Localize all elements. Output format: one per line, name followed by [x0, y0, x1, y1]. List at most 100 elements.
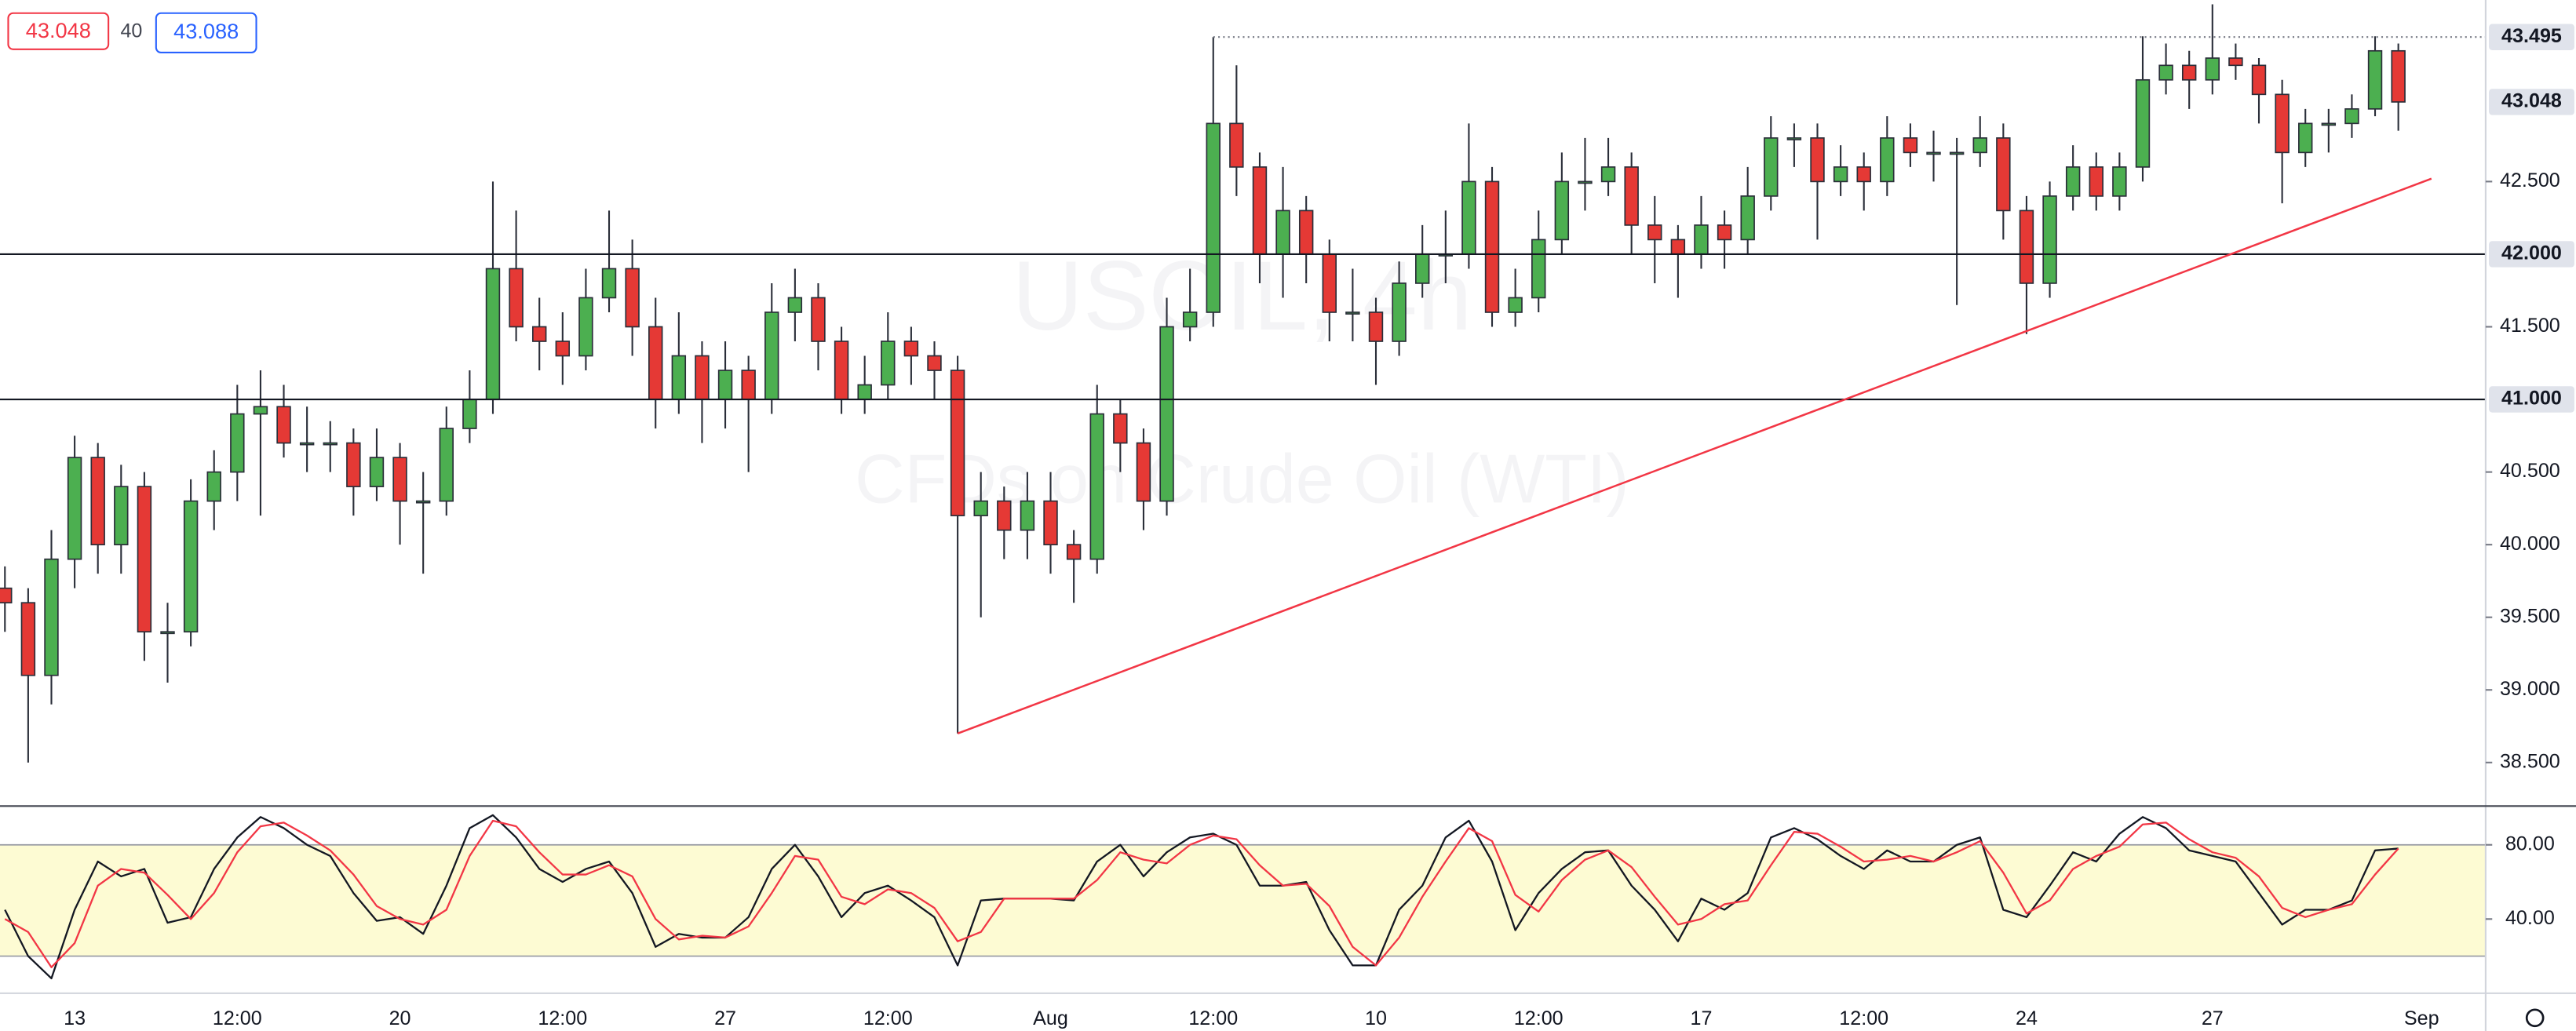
buy-button[interactable] [155, 12, 257, 54]
candle-body [415, 500, 431, 504]
candle-body [1833, 166, 1848, 183]
sell-price[interactable]: 43.048 [26, 18, 91, 42]
candle-body [462, 399, 477, 429]
y-tick-label: 80.00 [2505, 832, 2555, 854]
y-tick-label: 40.000 [2500, 533, 2560, 555]
candle-body [881, 341, 896, 386]
x-tick-label: 10 [1365, 1007, 1387, 1029]
candle-body [1972, 137, 1987, 154]
candle-body [1880, 137, 1895, 183]
candle-body [346, 442, 361, 487]
candle-body [741, 370, 756, 400]
oscillator-band [0, 844, 2486, 956]
candle-body [44, 558, 59, 676]
level-label: 43.048 [2501, 90, 2562, 112]
candle-body [1600, 166, 1616, 183]
candle-body [1252, 166, 1268, 255]
x-tick-label: 12:00 [213, 1007, 262, 1029]
candle-body [2112, 166, 2127, 197]
candle-body [369, 457, 385, 487]
candle-body [1786, 137, 1802, 140]
candle-body [601, 268, 617, 299]
x-tick-label: 17 [1691, 1007, 1713, 1029]
y-tick-label: 39.500 [2500, 605, 2560, 627]
level-badge [2489, 386, 2574, 413]
gear[interactable] [2525, 1008, 2545, 1028]
level-label: 43.495 [2501, 25, 2562, 47]
candle-body [1926, 151, 1941, 155]
spread: 40 [120, 20, 142, 42]
x-tick-label: 12:00 [1514, 1007, 1563, 1029]
x-tick-label: Aug [1033, 1007, 1068, 1029]
quote-panel: 43.048 40 43.088 [7, 12, 257, 54]
x-tick-label: Sep [2404, 1007, 2439, 1029]
level-label: 41.000 [2501, 388, 2562, 410]
candle-body [1229, 122, 1244, 168]
candle-body [950, 370, 965, 516]
x-tick-label: 27 [2202, 1007, 2224, 1029]
candle-body [0, 587, 13, 604]
candle-body [114, 486, 129, 545]
x-tick-label: 12:00 [1188, 1007, 1238, 1029]
x-tick-label: 20 [389, 1007, 411, 1029]
candle-body [1066, 544, 1082, 560]
candle-body [903, 341, 919, 357]
candle-body [1717, 224, 1732, 241]
candle-body [1996, 137, 2011, 212]
candle-body [555, 341, 571, 357]
candle-body [1508, 297, 1523, 313]
candle-body [717, 370, 733, 400]
candle-body [1322, 253, 1337, 313]
candle-body [1136, 442, 1151, 502]
candle-body [323, 442, 338, 446]
candle-body [276, 406, 291, 444]
oscillator-line [4, 819, 2399, 968]
candle-body [2367, 49, 2383, 110]
sell-button[interactable] [7, 12, 110, 50]
candle-body [2065, 166, 2081, 197]
candle-body [206, 471, 221, 502]
candle-body [1298, 209, 1314, 255]
candle-body [230, 413, 245, 473]
candle-body [531, 326, 547, 342]
candle-body [1856, 166, 1871, 183]
candle-body [2321, 122, 2337, 126]
candle-body [299, 442, 315, 446]
candle-body [1368, 311, 1384, 342]
candle-body [20, 602, 36, 676]
candle-body [2181, 64, 2197, 81]
candle-body [1694, 224, 1709, 255]
candle-body [485, 268, 501, 400]
y-tick-label: 41.500 [2500, 315, 2560, 337]
candle-body [2344, 107, 2359, 125]
candle-body [1182, 311, 1198, 328]
candle-body [1461, 180, 1476, 255]
candle-body [2089, 166, 2103, 197]
candle-body [2298, 122, 2313, 154]
level-badge [2489, 89, 2574, 115]
candle-body [67, 457, 82, 560]
candle-body [183, 500, 199, 633]
candle-body [787, 297, 803, 313]
plot-area [0, 4, 2486, 980]
candle-body [2158, 64, 2173, 81]
candle-body [1113, 413, 1128, 444]
candle-body [1089, 413, 1104, 560]
x-tick-label: 12:00 [863, 1007, 913, 1029]
candle-body [2042, 195, 2057, 284]
candle-body [1275, 209, 1290, 255]
candle-body [2251, 64, 2267, 96]
settings-icon[interactable] [2525, 1008, 2545, 1028]
candle-body [997, 500, 1012, 531]
candle-body [1531, 239, 1546, 299]
candle-body [764, 311, 779, 400]
candle-body [2205, 57, 2220, 81]
candle-body [160, 631, 175, 635]
candle-body [1578, 180, 1593, 184]
x-tick-label: 12:00 [538, 1007, 587, 1029]
candle-body [137, 486, 152, 633]
candle-body [811, 297, 826, 342]
candle-body [648, 326, 663, 400]
buy-price[interactable]: 43.088 [173, 19, 239, 43]
